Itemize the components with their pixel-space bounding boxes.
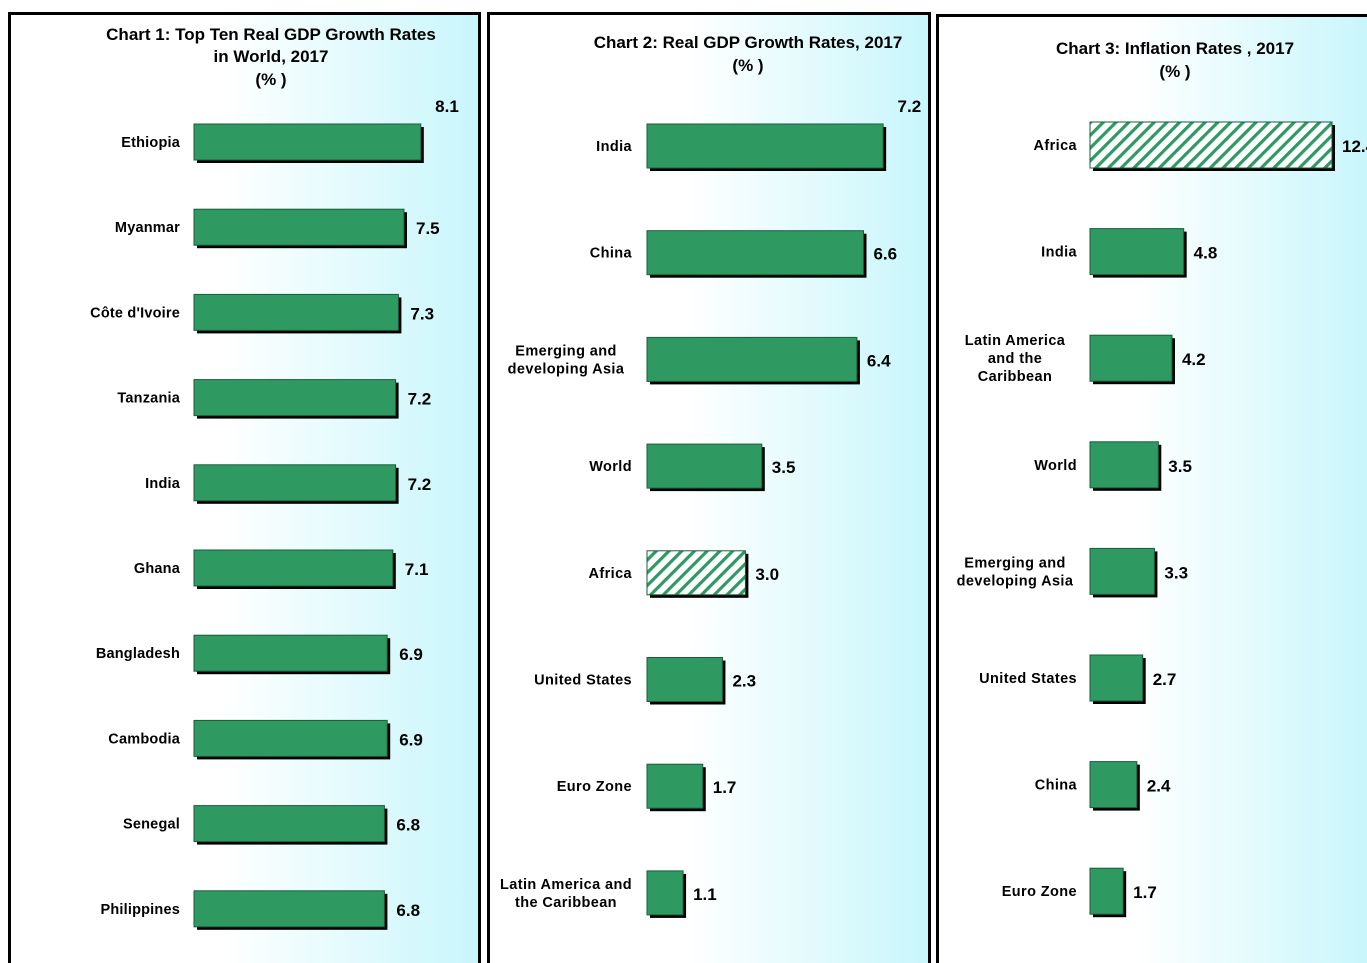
chart-title-line: Chart 3: Inflation Rates , 2017 <box>1056 39 1294 58</box>
value-label: 3.5 <box>1168 457 1192 476</box>
value-label: 6.4 <box>867 351 891 370</box>
bar-emerging-and-developing-asia <box>1089 547 1155 595</box>
category-label: Euro Zone <box>1002 884 1077 900</box>
category-label: and the <box>988 351 1042 367</box>
bar-bangladesh <box>193 634 388 672</box>
bar-c-te-d-ivoire <box>193 293 399 331</box>
category-label: developing Asia <box>957 573 1074 589</box>
category-label: Euro Zone <box>557 779 632 795</box>
value-label: 7.3 <box>410 304 434 323</box>
chart-3: Chart 3: Inflation Rates , 2017 (% ) Afric… <box>939 17 1367 963</box>
value-label: 2.4 <box>1147 777 1171 796</box>
category-label: Emerging and <box>964 555 1065 571</box>
chart-title-line: Chart 2: Real GDP Growth Rates, 2017 <box>594 33 903 52</box>
chart-title-line: (% ) <box>732 56 763 75</box>
value-label: 2.3 <box>732 672 756 691</box>
value-label: 7.5 <box>416 219 440 238</box>
bar-ethiopia <box>193 123 422 161</box>
value-label: 4.8 <box>1194 244 1218 263</box>
chart-3-panel: Chart 3: Inflation Rates , 2017 (% ) Afric… <box>936 14 1367 963</box>
chart-title-line: Chart 1: Top Ten Real GDP Growth Rates <box>106 25 436 44</box>
bar-latin-america-and-the-caribbean <box>1089 334 1173 382</box>
bar-euro-zone <box>1089 867 1124 915</box>
chart-1: Chart 1: Top Ten Real GDP Growth Rates in… <box>11 15 478 963</box>
bar-senegal <box>193 805 385 843</box>
category-label: World <box>1034 458 1077 474</box>
category-label: Senegal <box>123 817 180 833</box>
value-label: 1.7 <box>713 778 737 797</box>
value-label: 1.1 <box>693 885 717 904</box>
value-label: 7.2 <box>898 97 922 116</box>
bar-india <box>193 464 397 502</box>
category-label: Cambodia <box>108 731 180 747</box>
value-label: 7.2 <box>408 390 432 409</box>
category-label: Côte d'Ivoire <box>90 305 180 321</box>
bar-africa <box>646 550 746 596</box>
value-label: 8.1 <box>435 97 459 116</box>
value-label: 3.3 <box>1164 563 1188 582</box>
chart-2: Chart 2: Real GDP Growth Rates, 2017 (% )… <box>490 15 928 963</box>
category-label: Ethiopia <box>121 135 181 151</box>
value-label: 6.9 <box>399 730 423 749</box>
category-label: India <box>145 476 181 492</box>
category-label: India <box>596 139 632 155</box>
bar-united-states <box>1089 654 1144 702</box>
value-label: 4.2 <box>1182 350 1206 369</box>
bar-tanzania <box>193 379 397 417</box>
bar-latin-america-and-the-caribbean <box>646 870 684 916</box>
category-label: developing Asia <box>508 361 625 377</box>
category-label: China <box>1035 778 1078 794</box>
value-label: 6.6 <box>873 245 897 264</box>
category-label: Africa <box>1034 138 1078 154</box>
chart-2-panel: Chart 2: Real GDP Growth Rates, 2017 (% )… <box>487 12 931 963</box>
bar-india <box>1089 228 1185 276</box>
category-label: Latin America and <box>500 877 632 893</box>
category-label: United States <box>534 673 632 689</box>
value-label: 7.2 <box>408 475 432 494</box>
category-label: China <box>590 246 633 262</box>
bar-china <box>646 230 864 276</box>
category-label: Latin America <box>965 333 1066 349</box>
bar-united-states <box>646 657 723 702</box>
value-label: 2.7 <box>1153 670 1177 689</box>
category-label: World <box>589 459 632 475</box>
bar-africa <box>1089 121 1333 169</box>
bar-world <box>1089 441 1159 489</box>
category-label: Africa <box>589 566 633 582</box>
category-label: the Caribbean <box>515 895 617 911</box>
value-label: 3.5 <box>772 458 796 477</box>
chart-1-panel: Chart 1: Top Ten Real GDP Growth Rates in… <box>8 12 481 963</box>
category-label: India <box>1041 245 1077 261</box>
bar-euro-zone <box>646 763 704 809</box>
category-label: Ghana <box>134 561 181 577</box>
bar-philippines <box>193 890 385 928</box>
value-label: 6.8 <box>396 901 420 920</box>
value-label: 12.4 <box>1342 137 1367 156</box>
bar-world <box>646 443 763 489</box>
value-label: 6.9 <box>399 645 423 664</box>
category-label: Bangladesh <box>96 646 180 662</box>
chart-title-line: (% ) <box>255 70 286 89</box>
value-label: 6.8 <box>396 816 420 835</box>
bar-ghana <box>193 549 394 587</box>
chart-title-line: (% ) <box>1159 62 1190 81</box>
chart-title-line: in World, 2017 <box>214 47 329 66</box>
bar-china <box>1089 761 1138 809</box>
value-label: 1.7 <box>1133 883 1157 902</box>
value-label: 3.0 <box>755 565 779 584</box>
value-label: 7.1 <box>405 560 429 579</box>
category-label: Tanzania <box>117 391 180 407</box>
bar-myanmar <box>193 208 405 246</box>
category-label: United States <box>979 671 1077 687</box>
category-label: Philippines <box>100 902 180 918</box>
bar-emerging-and-developing-asia <box>646 336 858 382</box>
category-label: Caribbean <box>978 369 1053 385</box>
bar-india <box>646 123 884 169</box>
category-label: Emerging and <box>515 343 616 359</box>
bar-cambodia <box>193 719 388 757</box>
category-label: Myanmar <box>115 220 180 236</box>
